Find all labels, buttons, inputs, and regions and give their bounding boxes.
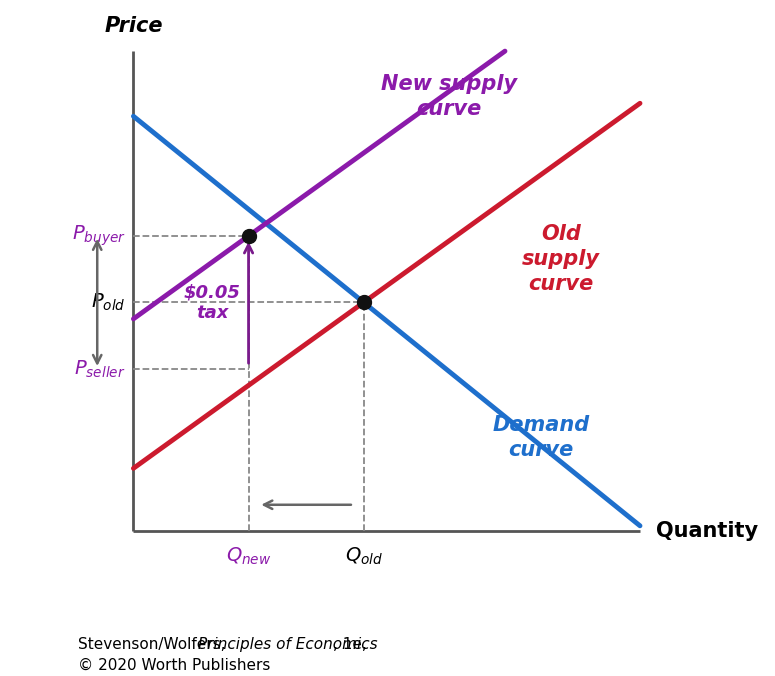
Text: , 1e,: , 1e,: [333, 637, 367, 652]
Text: $\mathit{P}_{seller}$: $\mathit{P}_{seller}$: [74, 358, 126, 379]
Text: $\mathit{Q}_{new}$: $\mathit{Q}_{new}$: [226, 546, 271, 566]
Text: Principles of Economics: Principles of Economics: [198, 637, 377, 652]
Text: Price: Price: [104, 16, 163, 37]
Text: Demand
curve: Demand curve: [493, 415, 590, 460]
Text: Stevenson/Wolfers,: Stevenson/Wolfers,: [78, 637, 230, 652]
Text: $\mathit{Q}_{old}$: $\mathit{Q}_{old}$: [345, 546, 383, 566]
Text: Quantity: Quantity: [656, 521, 759, 541]
Text: $0.05
tax: $0.05 tax: [184, 283, 241, 322]
Text: Old
supply
curve: Old supply curve: [522, 224, 600, 294]
Text: © 2020 Worth Publishers: © 2020 Worth Publishers: [78, 658, 270, 673]
Text: $\mathit{P}_{buyer}$: $\mathit{P}_{buyer}$: [71, 224, 126, 248]
Text: New supply
curve: New supply curve: [381, 74, 517, 119]
Text: $\mathit{P}_{old}$: $\mathit{P}_{old}$: [91, 292, 126, 313]
